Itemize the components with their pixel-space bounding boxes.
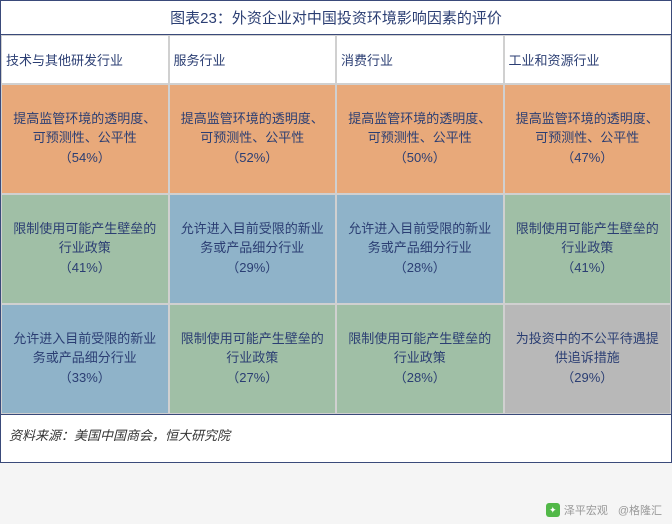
col-header: 技术与其他研发行业 — [1, 35, 169, 84]
table-cell: 限制使用可能产生壁垒的行业政策 （41%） — [504, 194, 672, 304]
table-cell: 允许进入目前受限的新业务或产品细分行业 （29%） — [169, 194, 337, 304]
cell-text: 提高监管环境的透明度、可预测性、公平性 — [176, 110, 330, 148]
cell-pct: （41%） — [8, 259, 162, 278]
chart-frame: 图表23：外资企业对中国投资环境影响因素的评价 技术与其他研发行业 服务行业 消… — [0, 0, 672, 463]
cell-text: 允许进入目前受限的新业务或产品细分行业 — [343, 220, 497, 258]
table-cell: 提高监管环境的透明度、可预测性、公平性 （50%） — [336, 84, 504, 194]
chart-title: 图表23：外资企业对中国投资环境影响因素的评价 — [1, 1, 671, 35]
table-cell: 提高监管环境的透明度、可预测性、公平性 （54%） — [1, 84, 169, 194]
table-cell: 提高监管环境的透明度、可预测性、公平性 （52%） — [169, 84, 337, 194]
wechat-icon: ✦ — [546, 503, 560, 517]
cell-pct: （28%） — [343, 369, 497, 388]
cell-pct: （33%） — [8, 369, 162, 388]
cell-text: 允许进入目前受限的新业务或产品细分行业 — [176, 220, 330, 258]
col-header: 工业和资源行业 — [504, 35, 672, 84]
watermark-text-2: @格隆汇 — [618, 502, 662, 518]
cell-text: 为投资中的不公平待遇提供追诉措施 — [511, 330, 665, 368]
cell-pct: （29%） — [511, 369, 665, 388]
cell-text: 允许进入目前受限的新业务或产品细分行业 — [8, 330, 162, 368]
col-header: 消费行业 — [336, 35, 504, 84]
table-cell: 限制使用可能产生壁垒的行业政策 （27%） — [169, 304, 337, 414]
watermark: ✦ 泽平宏观 @格隆汇 — [546, 502, 662, 518]
table-cell: 限制使用可能产生壁垒的行业政策 （41%） — [1, 194, 169, 304]
cell-text: 提高监管环境的透明度、可预测性、公平性 — [343, 110, 497, 148]
cell-text: 限制使用可能产生壁垒的行业政策 — [176, 330, 330, 368]
watermark-text-1: 泽平宏观 — [564, 502, 608, 518]
cell-pct: （27%） — [176, 369, 330, 388]
table-cell: 为投资中的不公平待遇提供追诉措施 （29%） — [504, 304, 672, 414]
table-grid: 技术与其他研发行业 服务行业 消费行业 工业和资源行业 提高监管环境的透明度、可… — [1, 35, 671, 414]
cell-text: 提高监管环境的透明度、可预测性、公平性 — [511, 110, 665, 148]
cell-pct: （47%） — [511, 149, 665, 168]
table-cell: 允许进入目前受限的新业务或产品细分行业 （28%） — [336, 194, 504, 304]
table-cell: 允许进入目前受限的新业务或产品细分行业 （33%） — [1, 304, 169, 414]
cell-text: 限制使用可能产生壁垒的行业政策 — [343, 330, 497, 368]
cell-pct: （52%） — [176, 149, 330, 168]
cell-pct: （41%） — [511, 259, 665, 278]
table-cell: 提高监管环境的透明度、可预测性、公平性 （47%） — [504, 84, 672, 194]
cell-pct: （50%） — [343, 149, 497, 168]
cell-pct: （54%） — [8, 149, 162, 168]
source-text: 资料来源：美国中国商会，恒大研究院 — [1, 414, 671, 462]
cell-text: 提高监管环境的透明度、可预测性、公平性 — [8, 110, 162, 148]
cell-text: 限制使用可能产生壁垒的行业政策 — [8, 220, 162, 258]
cell-text: 限制使用可能产生壁垒的行业政策 — [511, 220, 665, 258]
cell-pct: （29%） — [176, 259, 330, 278]
col-header: 服务行业 — [169, 35, 337, 84]
table-cell: 限制使用可能产生壁垒的行业政策 （28%） — [336, 304, 504, 414]
cell-pct: （28%） — [343, 259, 497, 278]
